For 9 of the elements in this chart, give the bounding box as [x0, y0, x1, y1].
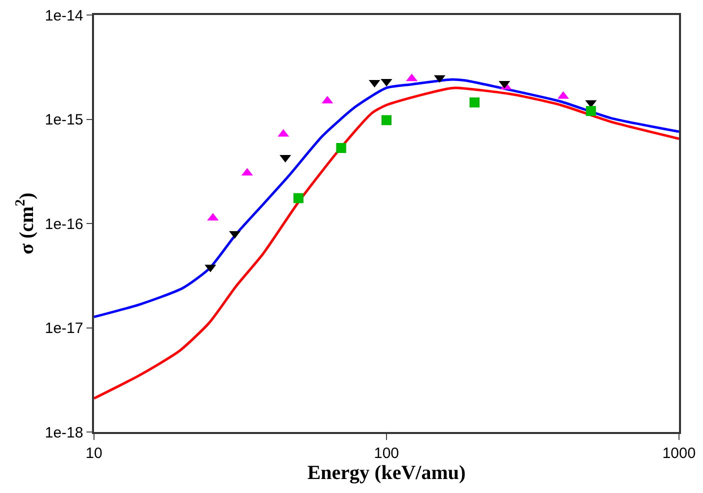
- y-tick-label: 1e-17: [44, 320, 84, 337]
- y-tick-label: 1e-14: [44, 7, 84, 24]
- y-tick-label: 1e-16: [44, 216, 84, 233]
- y-tick-label: 1e-15: [44, 112, 84, 128]
- y-tick-label: 1e-18: [44, 424, 84, 442]
- x-tick-label: 10: [86, 444, 102, 462]
- x-axis-title: Energy (keV/amu): [307, 462, 466, 484]
- x-tick-label: 1000: [662, 444, 696, 462]
- x-tick-label: 100: [374, 444, 400, 462]
